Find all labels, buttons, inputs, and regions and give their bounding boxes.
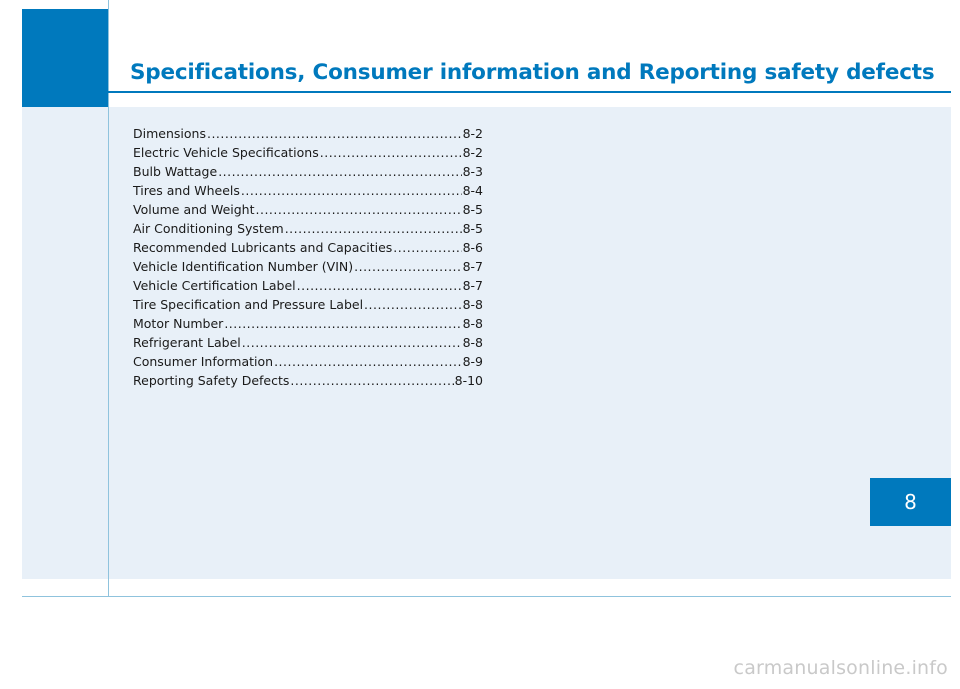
toc-entry-label: Refrigerant Label (133, 335, 241, 350)
toc-entry-page: 8-6 (462, 240, 483, 255)
toc-entry-page: 8-3 (462, 164, 483, 179)
toc-entry-page: 8-9 (462, 354, 483, 369)
toc-entry[interactable]: Reporting Safety Defects 8-10 (133, 373, 483, 392)
toc-entry-page: 8-5 (462, 221, 483, 236)
toc-entry-page: 8-8 (462, 316, 483, 331)
toc-dot-leader (224, 316, 461, 331)
toc-dot-leader (274, 354, 462, 369)
toc-entry-page: 8-7 (462, 259, 483, 274)
chapter-number: 8 (904, 490, 917, 514)
title-underline (108, 91, 951, 93)
toc-entry-page: 8-2 (462, 145, 483, 160)
toc-entry[interactable]: Consumer Information 8-9 (133, 354, 483, 373)
toc-entry-label: Volume and Weight (133, 202, 255, 217)
toc-entry[interactable]: Tire Specification and Pressure Label 8-8 (133, 297, 483, 316)
panel-divider (108, 107, 109, 579)
toc-entry-label: Recommended Lubricants and Capacities (133, 240, 393, 255)
toc-entry-page: 8-4 (462, 183, 483, 198)
chapter-color-block (22, 9, 108, 107)
toc-dot-leader (207, 126, 462, 141)
toc-dot-leader (393, 240, 461, 255)
toc-entry-label: Tires and Wheels (133, 183, 240, 198)
toc-entry-page: 8-10 (454, 373, 483, 388)
toc-entry-label: Vehicle Certification Label (133, 278, 296, 293)
toc-entry[interactable]: Tires and Wheels 8-4 (133, 183, 483, 202)
toc-dot-leader (241, 183, 462, 198)
toc-entry[interactable]: Bulb Wattage 8-3 (133, 164, 483, 183)
toc-entry[interactable]: Dimensions 8-2 (133, 126, 483, 145)
toc-entry[interactable]: Volume and Weight 8-5 (133, 202, 483, 221)
toc-dot-leader (256, 202, 462, 217)
toc-entry-label: Tire Specification and Pressure Label (133, 297, 364, 312)
watermark: carmanualsonline.info (733, 657, 948, 679)
toc-dot-leader (354, 259, 461, 274)
toc-entry-page: 8-7 (462, 278, 483, 293)
toc-dot-leader (290, 373, 453, 388)
toc-entry-label: Consumer Information (133, 354, 274, 369)
toc-entry-page: 8-5 (462, 202, 483, 217)
toc-entry[interactable]: Vehicle Identification Number (VIN) 8-7 (133, 259, 483, 278)
footer-rule (22, 596, 951, 597)
toc-entry-label: Vehicle Identification Number (VIN) (133, 259, 354, 274)
toc-dot-leader (242, 335, 462, 350)
toc-entry[interactable]: Electric Vehicle Specifications 8-2 (133, 145, 483, 164)
toc-entry-page: 8-8 (462, 335, 483, 350)
toc-entry[interactable]: Vehicle Certification Label 8-7 (133, 278, 483, 297)
content-panel (22, 107, 951, 579)
toc-entry[interactable]: Air Conditioning System 8-5 (133, 221, 483, 240)
toc-entry[interactable]: Motor Number 8-8 (133, 316, 483, 335)
toc-entry-label: Reporting Safety Defects (133, 373, 290, 388)
page-title: Specifications, Consumer information and… (130, 60, 935, 85)
toc-entry-label: Motor Number (133, 316, 224, 331)
toc-dot-leader (218, 164, 461, 179)
toc-entry-label: Electric Vehicle Specifications (133, 145, 319, 160)
toc-entry-page: 8-2 (462, 126, 483, 141)
toc-entry-label: Bulb Wattage (133, 164, 218, 179)
toc-entry[interactable]: Refrigerant Label 8-8 (133, 335, 483, 354)
chapter-tab[interactable]: 8 (870, 478, 951, 526)
toc-dot-leader (297, 278, 462, 293)
toc-dot-leader (285, 221, 462, 236)
toc-entry-label: Air Conditioning System (133, 221, 284, 236)
toc-entry[interactable]: Recommended Lubricants and Capacities 8-6 (133, 240, 483, 259)
toc-entry-label: Dimensions (133, 126, 206, 141)
toc-dot-leader (364, 297, 462, 312)
toc-entry-page: 8-8 (462, 297, 483, 312)
toc-dot-leader (320, 145, 462, 160)
